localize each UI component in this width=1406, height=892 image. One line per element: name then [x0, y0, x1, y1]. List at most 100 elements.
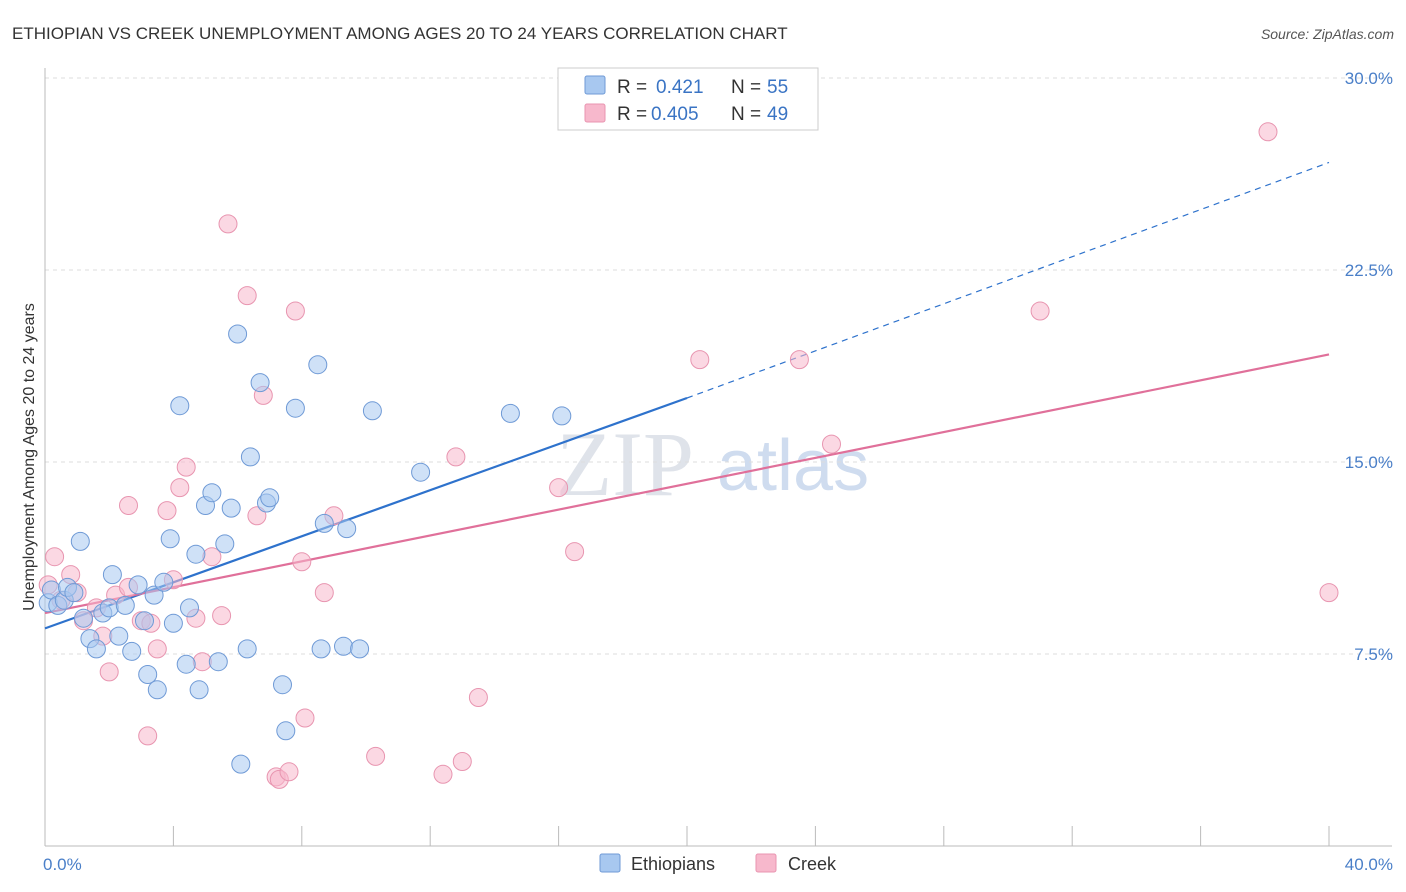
creek-point-16 — [157, 501, 177, 521]
ethiopians-point-13 — [109, 626, 129, 646]
ethiopians-point-37 — [240, 447, 260, 467]
creek-point-33 — [295, 708, 315, 728]
creek-point-46 — [1030, 301, 1050, 321]
ethiopians-point-24 — [170, 396, 190, 416]
creek-point-39 — [452, 752, 472, 771]
ethiopians-point-23 — [163, 613, 183, 633]
ethiopians-point-44 — [308, 355, 328, 375]
legend-creek-n-value: 49 — [767, 104, 788, 125]
y-tick-label-0: 7.5% — [1354, 645, 1393, 664]
ethiopians-point-17 — [135, 611, 154, 631]
ethiopians-point-43 — [285, 398, 305, 418]
creek-point-41 — [549, 478, 569, 498]
ethiopians-point-14 — [115, 595, 135, 615]
ethiopians-point-12 — [102, 565, 122, 585]
correlation-legend: R = 0.421 N = 55 R = 0.405 N = 49 — [557, 67, 819, 131]
creek-point-19 — [176, 457, 196, 477]
ethiopians-point-32 — [215, 534, 235, 554]
ethiopians-point-26 — [180, 598, 199, 618]
creek-point-48 — [1319, 583, 1339, 603]
creek-point-24 — [218, 214, 238, 234]
ethiopians-point-9 — [86, 639, 106, 659]
watermark-zip: ZIP — [556, 413, 694, 515]
bottom-legend-ethiopians: Ethiopians — [631, 854, 715, 874]
ethiopians-point-33 — [221, 498, 241, 518]
ethiopians-point-36 — [237, 639, 257, 659]
y-tick-label-2: 22.5% — [1345, 261, 1393, 280]
creek-point-44 — [789, 350, 809, 370]
creek-point-11 — [119, 496, 138, 515]
creek-trend-line — [44, 353, 1330, 615]
creek-point-42 — [565, 542, 585, 562]
ethiopians-point-16 — [128, 575, 148, 595]
y-tick-label-1: 15.0% — [1345, 453, 1393, 472]
ethiopians-point-20 — [147, 680, 167, 700]
ethiopians-point-47 — [334, 636, 353, 656]
ethiopians-point-53 — [552, 406, 572, 426]
ethiopians-point-49 — [350, 639, 370, 659]
ethiopians-point-15 — [122, 641, 142, 661]
ethiopians-point-22 — [160, 529, 180, 549]
creek-point-8 — [99, 662, 119, 682]
y-tick-label-3: 30.0% — [1345, 69, 1393, 88]
creek-point-40 — [468, 688, 488, 707]
creek-point-18 — [170, 478, 190, 498]
ethiopians-point-38 — [250, 373, 270, 393]
y-axis-label: Unemployment Among Ages 20 to 24 years — [21, 303, 38, 611]
ethiopians-point-25 — [176, 654, 196, 674]
ethiopians-point-42 — [276, 721, 296, 741]
bottom-legend-creek: Creek — [788, 854, 837, 874]
ethiopians-point-21 — [154, 572, 174, 592]
ethiopians-point-50 — [362, 401, 382, 421]
creek-point-25 — [237, 286, 257, 306]
x-tick-label-1: 40.0% — [1345, 855, 1393, 874]
ethiopians-point-28 — [189, 680, 209, 700]
legend-creek-r-value: 0.405 — [651, 104, 699, 125]
creek-point-26 — [247, 506, 267, 526]
ethiopians-point-41 — [273, 675, 292, 695]
ethiopians-point-35 — [231, 754, 251, 774]
creek-point-38 — [446, 447, 466, 467]
ethiopians-point-52 — [500, 403, 520, 423]
x-tick-label-0: 0.0% — [43, 855, 82, 874]
creek-point-31 — [285, 301, 305, 321]
ethiopians-point-7 — [74, 608, 93, 628]
legend-swatch-ethiopians — [584, 75, 606, 95]
chart-title: ETHIOPIAN VS CREEK UNEMPLOYMENT AMONG AG… — [12, 24, 788, 43]
creek-point-34 — [314, 583, 334, 603]
creek-point-32 — [292, 552, 312, 572]
ethiopians-point-40 — [260, 488, 280, 508]
trend-lines — [44, 161, 1330, 630]
watermark-atlas: atlas — [717, 426, 869, 506]
legend-creek-r-label: R = — [617, 104, 647, 125]
ethiopians-point-18 — [138, 665, 158, 684]
creek-point-37 — [433, 764, 453, 784]
creek-point-15 — [147, 639, 167, 659]
bottom-legend-swatch-creek — [755, 853, 777, 873]
ethiopians-point-31 — [208, 652, 228, 672]
ethiopians-point-51 — [411, 462, 431, 482]
grid-lines — [45, 77, 1392, 655]
ethiopians-point-48 — [337, 519, 357, 539]
legend-creek-n-label: N = — [731, 104, 761, 125]
ethiopians-point-34 — [228, 324, 248, 344]
creek-point-47 — [1258, 122, 1278, 142]
legend-ethiopians-n-value: 55 — [767, 77, 788, 98]
creek-point-23 — [212, 606, 232, 626]
creek-point-36 — [366, 746, 386, 766]
axes: 7.5% 15.0% 22.5% 30.0% 0.0% 40.0% — [43, 68, 1393, 874]
ethiopians-point-45 — [311, 639, 331, 659]
series-legend: Ethiopians Creek — [599, 853, 837, 874]
ethiopians-point-46 — [314, 513, 334, 533]
ethiopians-point-11 — [99, 598, 119, 618]
ethiopians-point-19 — [144, 585, 164, 605]
ethiopians-trend-extension — [686, 161, 1330, 399]
ethiopians-point-6 — [70, 531, 90, 551]
ethiopians-point-5 — [64, 583, 84, 603]
creek-point-45 — [822, 434, 841, 454]
bottom-legend-swatch-ethiopians — [599, 853, 621, 873]
legend-ethiopians-r-label: R = — [617, 77, 647, 98]
creek-point-13 — [138, 726, 158, 746]
creek-point-30 — [279, 762, 299, 782]
